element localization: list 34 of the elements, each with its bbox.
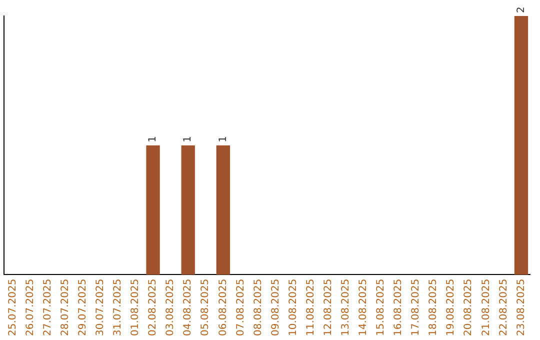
x-tick-label: 09.08.2025 [270,278,282,336]
x-tick-label: 31.07.2025 [112,278,124,336]
x-tick-label: 28.07.2025 [60,278,71,336]
x-tick-label: 02.08.2025 [148,278,159,336]
x-tick-label: 22.08.2025 [498,278,510,336]
x-tick-label: 07.08.2025 [235,278,246,336]
x-tick-label: 26.07.2025 [24,278,36,336]
x-tick-label: 30.07.2025 [95,278,106,336]
x-tick-label: 14.08.2025 [358,278,370,336]
x-tick-label: 21.08.2025 [480,278,492,336]
x-tick-label: 25.07.2025 [7,278,18,336]
x-tick-label: 01.08.2025 [130,278,142,336]
x-tick-label: 06.08.2025 [218,278,229,336]
x-tick-label: 23.08.2025 [516,278,527,336]
data-label: 2 [516,6,527,13]
x-tick-label: 10.08.2025 [288,278,299,336]
x-tick-label: 08.08.2025 [252,278,264,336]
x-tick-label: 19.08.2025 [446,278,457,336]
x-tick-label: 27.07.2025 [42,278,54,336]
x-tick-label: 29.07.2025 [77,278,88,336]
x-tick-label: 13.08.2025 [340,278,352,336]
data-label: 1 [218,136,229,142]
x-tick-label: 18.08.2025 [428,278,440,336]
x-tick-label: 03.08.2025 [165,278,176,336]
x-tick-label: 11.08.2025 [305,278,316,336]
x-tick-label: 17.08.2025 [410,278,422,336]
data-label: 1 [182,136,194,142]
x-tick-label: 16.08.2025 [393,278,404,336]
x-tick-label: 20.08.2025 [463,278,474,336]
x-tick-label: 04.08.2025 [182,278,194,336]
data-label: 1 [148,136,159,142]
x-tick-label: 12.08.2025 [322,278,334,336]
x-tick-label: 05.08.2025 [200,278,212,336]
x-tick-label: 15.08.2025 [376,278,387,336]
